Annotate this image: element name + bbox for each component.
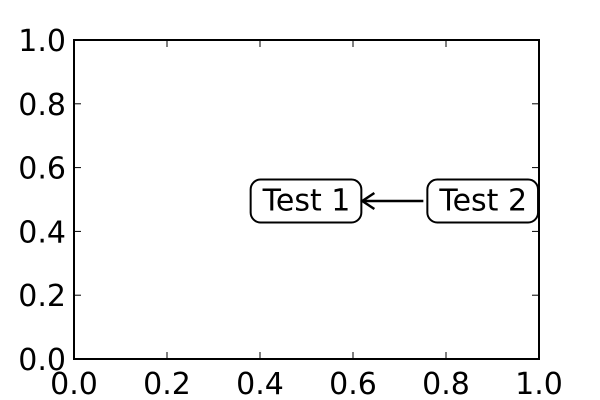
y-tick-label: 0.8	[18, 88, 66, 123]
y-tick-label: 1.0	[18, 24, 66, 59]
x-axis-ticks: 0.0 0.2 0.4 0.6 0.8 1.0	[50, 40, 563, 400]
annotation-test-1: Test 1	[249, 178, 363, 224]
annotations: Test 1 Test 2	[249, 178, 540, 224]
annotation-text: Test 2	[438, 184, 527, 219]
x-tick-label: 1.0	[515, 367, 563, 400]
annotation-text: Test 1	[262, 184, 351, 219]
annotation-arrow	[360, 191, 424, 211]
y-tick-label: 0.4	[18, 215, 66, 250]
x-tick-label: 0.0	[50, 367, 98, 400]
y-tick-label: 0.0	[18, 343, 66, 378]
x-tick-label: 0.8	[422, 367, 470, 400]
arrow-head	[360, 191, 376, 211]
y-axis-ticks: 0.0 0.2 0.4 0.6 0.8 1.0	[18, 24, 539, 378]
x-tick-label: 0.6	[329, 367, 377, 400]
y-tick-label: 0.2	[18, 279, 66, 314]
y-tick-label: 0.6	[18, 152, 66, 187]
x-tick-label: 0.2	[143, 367, 191, 400]
annotation-box	[426, 178, 540, 224]
x-tick-label: 0.4	[236, 367, 284, 400]
annotation-test-2: Test 2	[426, 178, 540, 224]
